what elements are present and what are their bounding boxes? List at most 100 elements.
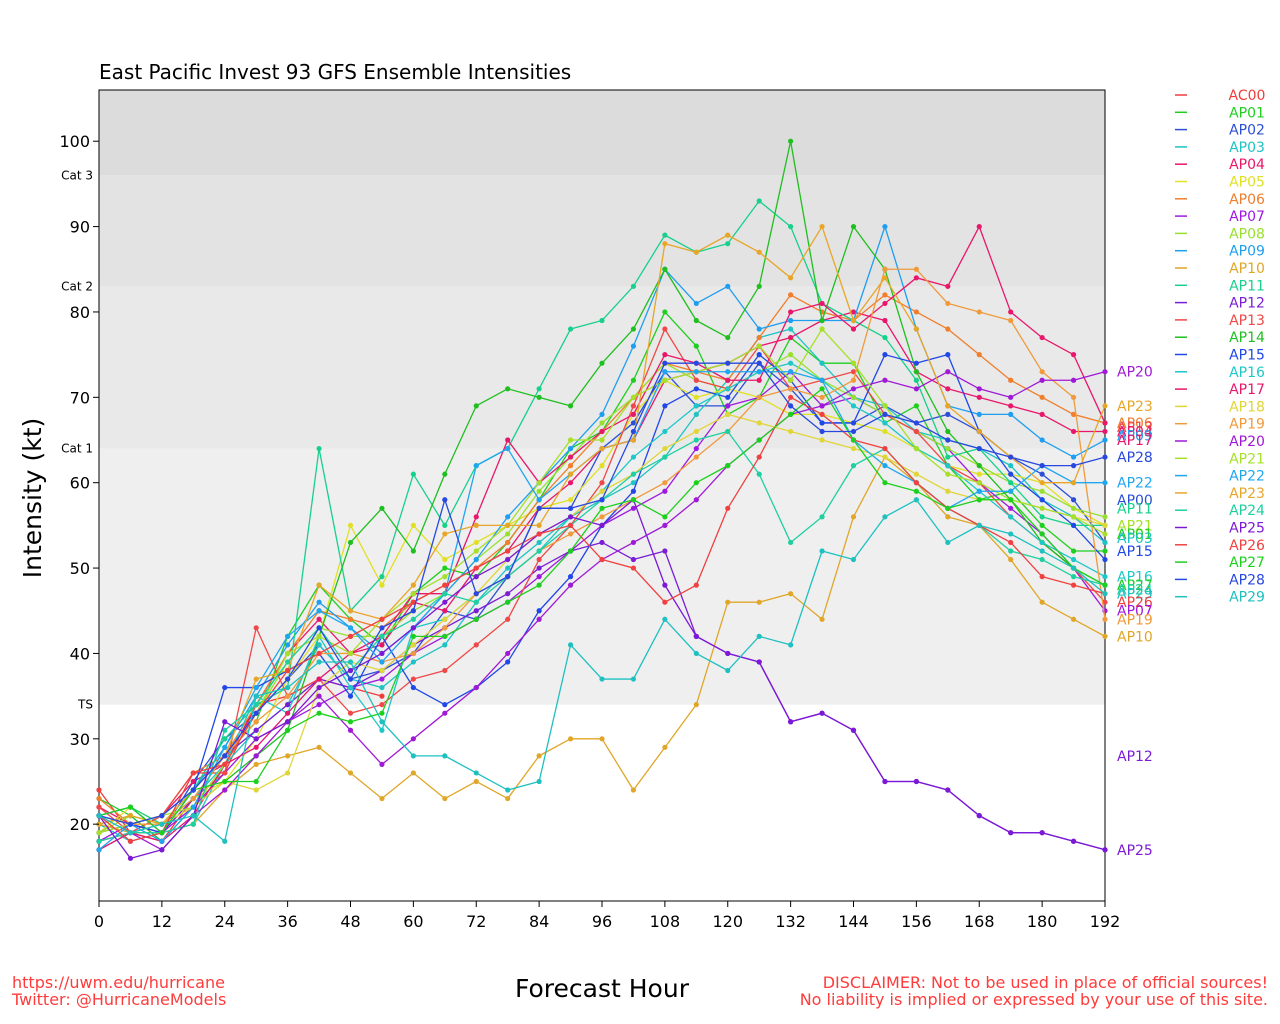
data-point — [442, 556, 448, 563]
data-point — [1102, 548, 1108, 554]
data-point — [190, 795, 196, 802]
data-point — [159, 847, 165, 853]
data-point — [505, 514, 511, 520]
data-point — [567, 326, 574, 332]
data-point — [285, 684, 291, 691]
data-point — [253, 727, 259, 733]
data-point — [756, 633, 762, 639]
data-point — [442, 667, 448, 674]
data-point — [882, 445, 888, 452]
legend-entry: AP12 — [1229, 296, 1265, 312]
data-point — [567, 480, 574, 486]
end-label: AP26 — [1117, 595, 1153, 611]
data-point — [913, 309, 919, 315]
data-point — [662, 369, 668, 375]
data-point — [222, 778, 228, 785]
data-point — [756, 454, 762, 460]
data-point — [662, 522, 668, 528]
data-point — [536, 531, 542, 537]
data-point — [788, 309, 794, 315]
data-point — [976, 445, 982, 452]
data-point — [1008, 497, 1014, 503]
data-point — [505, 522, 511, 528]
data-point — [285, 676, 291, 682]
data-point — [505, 548, 511, 554]
data-point — [1070, 522, 1077, 528]
data-point — [662, 377, 668, 383]
data-point — [253, 778, 259, 785]
data-point — [756, 334, 762, 341]
legend-entry: AP06 — [1229, 192, 1265, 208]
data-point — [567, 548, 574, 554]
data-point — [850, 377, 857, 383]
data-point — [1102, 582, 1108, 588]
data-point — [913, 360, 919, 366]
data-point — [505, 445, 511, 452]
data-point — [1102, 514, 1108, 520]
data-point — [316, 633, 322, 639]
data-point — [379, 702, 385, 708]
data-point — [725, 463, 731, 469]
data-point — [1008, 505, 1014, 511]
data-point — [599, 480, 605, 486]
data-point — [473, 548, 479, 554]
data-point — [285, 667, 291, 674]
category-band — [99, 90, 1105, 176]
data-point — [913, 275, 919, 281]
data-point — [976, 428, 982, 435]
data-point — [442, 591, 448, 597]
data-point — [127, 813, 134, 819]
data-point — [316, 676, 322, 682]
data-point — [725, 411, 731, 417]
data-point — [536, 574, 542, 580]
data-point — [1102, 599, 1108, 605]
data-point — [505, 531, 511, 537]
data-point — [347, 659, 354, 665]
series-ap29 — [96, 497, 1108, 844]
data-point — [630, 488, 637, 494]
data-point — [536, 753, 542, 759]
data-point — [316, 684, 322, 691]
data-point — [1070, 574, 1077, 580]
data-point — [159, 830, 165, 836]
data-point — [379, 684, 385, 691]
data-point — [850, 437, 857, 443]
data-point — [536, 608, 542, 614]
data-point — [662, 309, 668, 315]
data-point — [1008, 463, 1014, 469]
data-point — [1070, 377, 1077, 383]
data-point — [819, 386, 825, 392]
data-point — [1070, 548, 1077, 554]
data-point — [505, 565, 511, 571]
data-point — [505, 599, 511, 605]
data-point — [693, 497, 699, 503]
data-point — [1070, 411, 1077, 417]
data-point — [567, 642, 574, 648]
series-ap28 — [96, 360, 1108, 827]
data-point — [1039, 522, 1045, 528]
data-point — [850, 326, 857, 332]
data-point — [253, 736, 259, 742]
data-point — [410, 676, 416, 682]
data-point — [96, 847, 102, 853]
data-point — [442, 471, 448, 477]
data-point — [567, 531, 574, 537]
data-point — [222, 753, 228, 759]
data-point — [567, 497, 574, 503]
data-point — [379, 761, 385, 768]
data-point — [725, 377, 731, 383]
data-point — [976, 488, 982, 494]
data-point — [1039, 463, 1045, 469]
data-point — [756, 283, 762, 289]
data-point — [976, 480, 982, 486]
data-point — [630, 539, 637, 546]
data-point — [599, 736, 605, 742]
data-point — [1070, 497, 1077, 503]
end-label: AP00 — [1117, 493, 1153, 509]
data-point — [442, 625, 448, 631]
data-point — [882, 352, 888, 358]
data-point — [190, 770, 196, 776]
data-point — [945, 539, 951, 546]
y-tick-label: 40 — [70, 644, 90, 663]
data-point — [756, 360, 762, 366]
